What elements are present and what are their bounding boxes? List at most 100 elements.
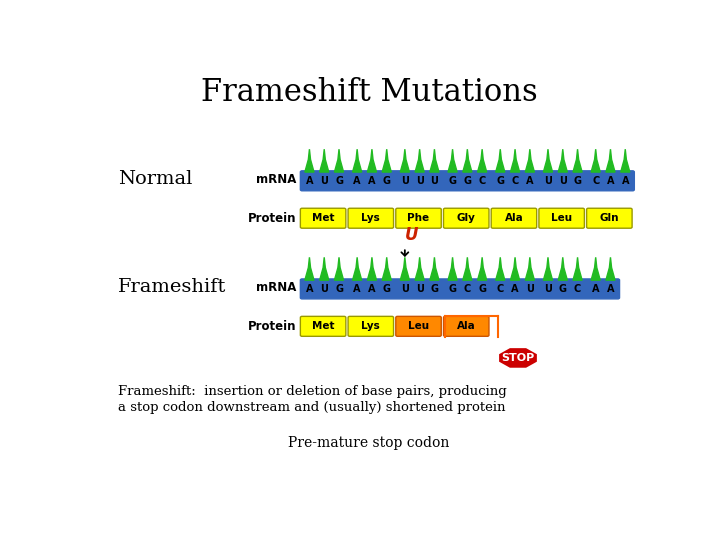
Text: C: C — [511, 176, 518, 186]
Text: Gln: Gln — [600, 213, 619, 223]
Polygon shape — [382, 149, 391, 172]
Text: U: U — [526, 284, 534, 294]
Text: U: U — [401, 176, 409, 186]
Text: Protein: Protein — [248, 320, 297, 333]
Polygon shape — [367, 258, 377, 280]
Polygon shape — [606, 258, 615, 280]
Polygon shape — [573, 149, 582, 172]
Text: Frameshift: Frameshift — [118, 278, 226, 296]
Text: mRNA: mRNA — [256, 281, 297, 294]
Text: A: A — [592, 284, 600, 294]
Polygon shape — [477, 149, 487, 172]
FancyBboxPatch shape — [396, 316, 441, 336]
FancyBboxPatch shape — [300, 316, 346, 336]
Text: G: G — [335, 284, 343, 294]
Text: U: U — [544, 176, 552, 186]
Polygon shape — [334, 149, 343, 172]
Polygon shape — [353, 149, 361, 172]
FancyBboxPatch shape — [300, 208, 346, 228]
Text: G: G — [383, 176, 391, 186]
Text: Lys: Lys — [361, 213, 380, 223]
Polygon shape — [498, 347, 539, 369]
Polygon shape — [606, 149, 615, 172]
Text: A: A — [526, 176, 534, 186]
Text: mRNA: mRNA — [256, 173, 297, 186]
FancyBboxPatch shape — [444, 208, 489, 228]
Text: C: C — [497, 284, 504, 294]
Polygon shape — [591, 149, 600, 172]
Text: C: C — [592, 176, 599, 186]
Polygon shape — [558, 258, 567, 280]
Text: Met: Met — [312, 213, 334, 223]
Polygon shape — [400, 149, 410, 172]
Polygon shape — [463, 149, 472, 172]
Polygon shape — [591, 258, 600, 280]
Text: C: C — [574, 284, 581, 294]
FancyBboxPatch shape — [444, 316, 489, 336]
FancyBboxPatch shape — [300, 171, 634, 191]
Text: Gly: Gly — [456, 213, 476, 223]
Text: C: C — [464, 284, 471, 294]
FancyBboxPatch shape — [300, 279, 619, 299]
FancyBboxPatch shape — [491, 208, 536, 228]
Polygon shape — [558, 149, 567, 172]
Text: Protein: Protein — [248, 212, 297, 225]
Polygon shape — [526, 258, 534, 280]
Text: A: A — [621, 176, 629, 186]
Text: G: G — [383, 284, 391, 294]
Polygon shape — [477, 258, 487, 280]
Polygon shape — [463, 258, 472, 280]
Text: Met: Met — [312, 321, 334, 332]
Text: A: A — [511, 284, 519, 294]
Text: U: U — [405, 226, 419, 244]
Text: Normal: Normal — [118, 170, 192, 188]
Polygon shape — [353, 258, 361, 280]
Polygon shape — [320, 258, 329, 280]
Text: Frameshift:  insertion or deletion of base pairs, producing: Frameshift: insertion or deletion of bas… — [118, 384, 507, 397]
Polygon shape — [430, 258, 439, 280]
Text: A: A — [607, 176, 614, 186]
Text: STOP: STOP — [501, 353, 535, 363]
FancyBboxPatch shape — [587, 208, 632, 228]
Polygon shape — [415, 258, 424, 280]
Text: Phe: Phe — [408, 213, 430, 223]
Polygon shape — [400, 258, 410, 280]
Text: G: G — [478, 284, 486, 294]
Text: Lys: Lys — [361, 321, 380, 332]
Polygon shape — [430, 149, 439, 172]
Polygon shape — [320, 149, 329, 172]
Text: Ala: Ala — [505, 213, 523, 223]
Polygon shape — [510, 149, 520, 172]
Text: G: G — [574, 176, 582, 186]
Text: U: U — [415, 284, 423, 294]
FancyBboxPatch shape — [348, 316, 394, 336]
Text: Pre-mature stop codon: Pre-mature stop codon — [288, 436, 450, 450]
Polygon shape — [510, 258, 520, 280]
Polygon shape — [448, 258, 457, 280]
Text: A: A — [354, 176, 361, 186]
Text: G: G — [449, 284, 456, 294]
Polygon shape — [334, 258, 343, 280]
Text: U: U — [320, 176, 328, 186]
Text: U: U — [431, 176, 438, 186]
Text: A: A — [306, 176, 313, 186]
Text: U: U — [544, 284, 552, 294]
Text: G: G — [449, 176, 456, 186]
Text: U: U — [320, 284, 328, 294]
FancyBboxPatch shape — [396, 208, 441, 228]
Text: a stop codon downstream and (usually) shortened protein: a stop codon downstream and (usually) sh… — [118, 401, 505, 414]
FancyBboxPatch shape — [348, 208, 394, 228]
Polygon shape — [621, 149, 630, 172]
Text: A: A — [368, 284, 376, 294]
Polygon shape — [544, 258, 552, 280]
Text: U: U — [401, 284, 409, 294]
Polygon shape — [544, 149, 552, 172]
Polygon shape — [305, 258, 314, 280]
Polygon shape — [448, 149, 457, 172]
Text: G: G — [431, 284, 438, 294]
Text: Leu: Leu — [551, 213, 572, 223]
Text: Leu: Leu — [408, 321, 429, 332]
Text: A: A — [607, 284, 614, 294]
Text: G: G — [464, 176, 472, 186]
Text: G: G — [496, 176, 504, 186]
